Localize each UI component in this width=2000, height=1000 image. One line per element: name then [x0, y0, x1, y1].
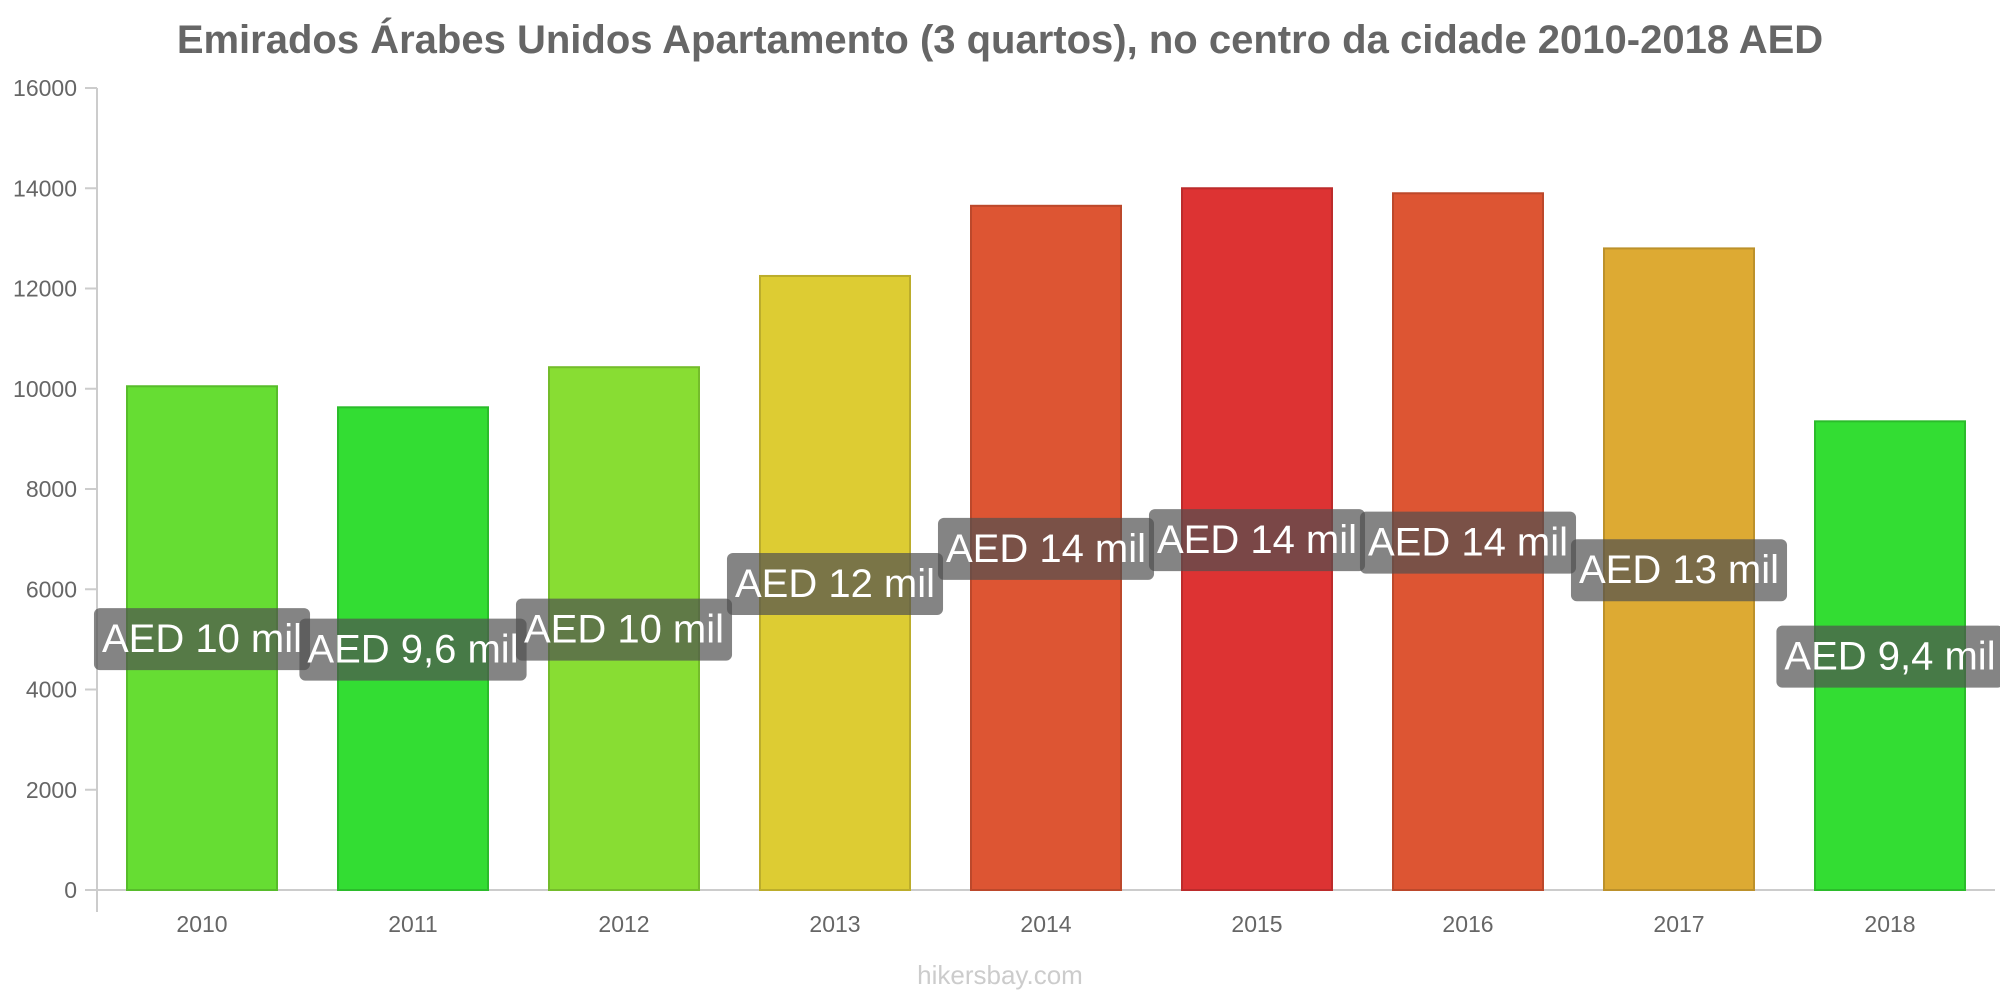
data-label-background: [515, 598, 733, 661]
x-tick-label: 2018: [1864, 911, 1915, 937]
data-label-2015: AED 14 mil: [1148, 509, 1366, 572]
x-tick-label: 2013: [809, 911, 860, 937]
x-tick-label: 2017: [1653, 911, 1704, 937]
data-label-text: AED 10 mil: [102, 617, 302, 661]
x-tick-label: 2015: [1231, 911, 1282, 937]
x-axis: 2010 2011 2012 2013 2014 2015 2016 2017 2018: [97, 889, 1995, 937]
data-label-2018: AED 9,4 mil: [1776, 625, 2000, 688]
data-label-2017: AED 13 mil: [1570, 539, 1788, 602]
y-tick-label: 2000: [26, 777, 77, 803]
watermark: hikersbay.com: [917, 960, 1083, 990]
data-label-background: [1776, 625, 2000, 688]
data-label-background: [1570, 539, 1788, 602]
x-tick-label: 2014: [1020, 911, 1071, 937]
data-label-background: [93, 608, 311, 671]
y-axis: 0 2000 4000 6000 8000 10000 12000 14000 16000: [13, 75, 98, 912]
y-tick-label: 16000: [13, 75, 77, 101]
data-label-2013: AED 12 mil: [726, 552, 944, 615]
y-tick-label: 0: [64, 877, 77, 903]
data-label-background: [726, 552, 944, 615]
data-label-background: [1148, 509, 1366, 572]
data-label-text: AED 9,6 mil: [307, 628, 518, 672]
data-label-2011: AED 9,6 mil: [299, 618, 527, 681]
data-label-background: [1359, 511, 1577, 574]
data-label-2014: AED 14 mil: [937, 517, 1155, 580]
data-label-text: AED 14 mil: [1157, 518, 1357, 562]
data-label-text: AED 12 mil: [735, 562, 935, 606]
data-label-text: AED 10 mil: [524, 608, 724, 652]
data-label-background: [937, 517, 1155, 580]
y-tick-label: 6000: [26, 576, 77, 602]
data-label-2012: AED 10 mil: [515, 598, 733, 661]
x-tick-label: 2016: [1442, 911, 1493, 937]
data-label-text: AED 9,4 mil: [1784, 635, 1995, 679]
y-tick-label: 12000: [13, 276, 77, 302]
chart-title: Emirados Árabes Unidos Apartamento (3 qu…: [176, 18, 1824, 62]
y-tick-label: 4000: [26, 677, 77, 703]
data-label-text: AED 14 mil: [946, 527, 1146, 571]
y-tick-label: 10000: [13, 376, 77, 402]
data-label-text: AED 13 mil: [1579, 548, 1779, 592]
y-tick-label: 14000: [13, 175, 77, 201]
x-tick-label: 2011: [388, 911, 437, 937]
x-tick-label: 2010: [176, 911, 227, 937]
data-label-2010: AED 10 mil: [93, 608, 311, 671]
data-label-text: AED 14 mil: [1368, 521, 1568, 565]
data-label-background: [299, 618, 527, 681]
data-label-2016: AED 14 mil: [1359, 511, 1577, 574]
y-tick-label: 8000: [26, 476, 77, 502]
x-tick-label: 2012: [598, 911, 649, 937]
